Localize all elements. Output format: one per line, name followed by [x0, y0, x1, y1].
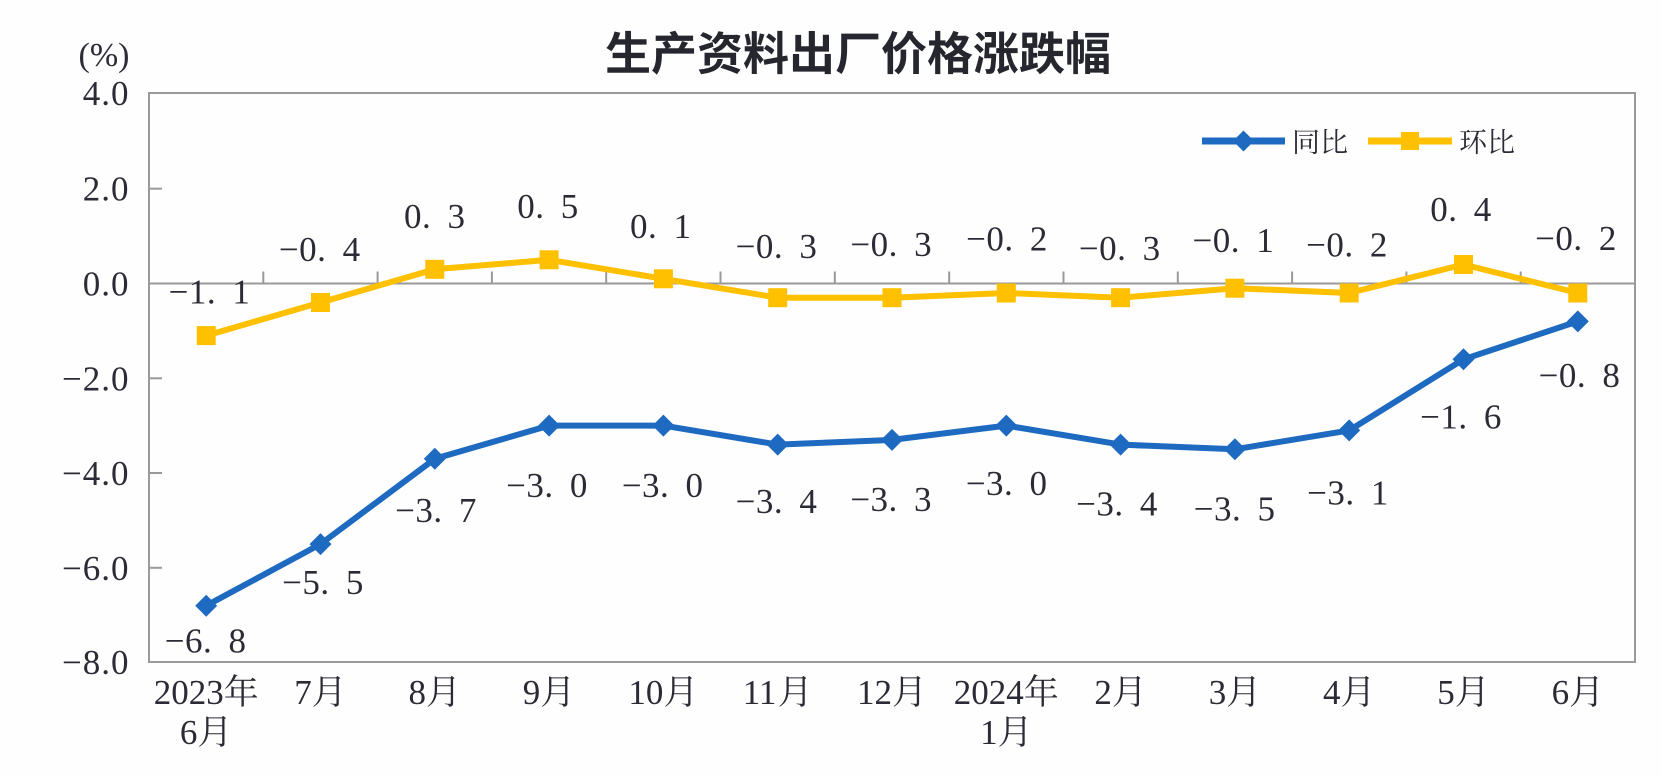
- svg-text:−0. 1: −0. 1: [1193, 221, 1275, 260]
- svg-text:0. 3: 0. 3: [404, 197, 466, 236]
- svg-text:−0. 2: −0. 2: [1535, 219, 1617, 258]
- svg-text:2.0: 2.0: [83, 170, 130, 209]
- svg-text:5: 5: [1437, 673, 1455, 712]
- svg-text:−5. 5: −5. 5: [282, 563, 364, 602]
- svg-text:4.0: 4.0: [83, 74, 130, 113]
- svg-text:−0. 2: −0. 2: [1306, 226, 1388, 265]
- svg-text:6: 6: [180, 713, 198, 752]
- svg-text:−3. 4: −3. 4: [736, 482, 818, 521]
- svg-text:−3. 4: −3. 4: [1076, 485, 1158, 524]
- svg-text:−0. 8: −0. 8: [1539, 356, 1621, 395]
- svg-text:−3. 1: −3. 1: [1307, 474, 1389, 513]
- svg-text:−1. 1: −1. 1: [169, 273, 251, 312]
- svg-text:9: 9: [523, 673, 541, 712]
- svg-text:−8.0: −8.0: [62, 643, 130, 682]
- svg-text:2023: 2023: [154, 673, 224, 712]
- svg-text:−0. 2: −0. 2: [966, 219, 1048, 258]
- svg-text:−0. 4: −0. 4: [279, 230, 361, 269]
- svg-text:7: 7: [294, 673, 312, 712]
- svg-text:−3. 5: −3. 5: [1194, 490, 1276, 529]
- svg-text:−3. 3: −3. 3: [850, 480, 932, 519]
- svg-text:−6. 8: −6. 8: [165, 622, 247, 661]
- svg-text:0.0: 0.0: [83, 265, 130, 304]
- svg-text:−0. 3: −0. 3: [1079, 229, 1161, 268]
- svg-text:6: 6: [1552, 673, 1570, 712]
- svg-text:12: 12: [857, 673, 892, 712]
- svg-text:−3. 7: −3. 7: [395, 491, 477, 530]
- svg-text:0. 5: 0. 5: [517, 187, 579, 226]
- svg-text:−3. 0: −3. 0: [506, 466, 588, 505]
- svg-text:−3. 0: −3. 0: [622, 466, 704, 505]
- svg-text:8: 8: [409, 673, 427, 712]
- svg-text:0. 1: 0. 1: [630, 207, 692, 246]
- svg-text:−3. 0: −3. 0: [966, 464, 1048, 503]
- svg-text:−1. 6: −1. 6: [1420, 398, 1502, 437]
- svg-text:4: 4: [1323, 673, 1341, 712]
- svg-text:0. 4: 0. 4: [1430, 190, 1492, 229]
- svg-text:−0. 3: −0. 3: [736, 227, 818, 266]
- svg-text:10: 10: [628, 673, 663, 712]
- svg-text:2: 2: [1094, 673, 1112, 712]
- svg-text:1: 1: [980, 713, 998, 752]
- svg-text:(%): (%): [79, 37, 130, 74]
- svg-text:11: 11: [743, 673, 777, 712]
- svg-text:−4.0: −4.0: [62, 454, 130, 493]
- svg-text:−0. 3: −0. 3: [850, 225, 932, 264]
- svg-text:2024: 2024: [954, 673, 1024, 712]
- svg-text:3: 3: [1209, 673, 1227, 712]
- svg-text:−2.0: −2.0: [62, 359, 130, 398]
- svg-text:−6.0: −6.0: [62, 549, 130, 588]
